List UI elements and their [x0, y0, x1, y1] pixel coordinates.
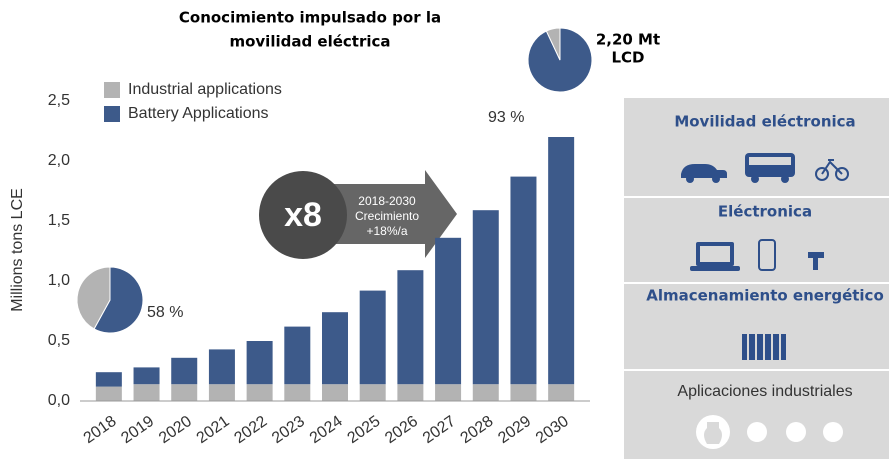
legend-label: Battery Applications [128, 105, 269, 122]
side-panel [624, 98, 889, 459]
x-tick-label: 2027 [420, 413, 459, 447]
bar-segment [359, 384, 386, 401]
panel-heading: Movilidad eléctronica [674, 113, 855, 131]
bar-segment [435, 384, 462, 401]
bar-segment [548, 384, 575, 401]
pie-slice [93, 266, 144, 334]
x-tick-label: 2030 [533, 413, 572, 447]
panel-heading: Aplicaciones industriales [677, 383, 852, 400]
y-tick-label: 1,0 [48, 272, 70, 289]
bar-segment [133, 367, 160, 385]
x-tick-label: 2024 [307, 413, 346, 447]
bar-segment [472, 384, 499, 401]
bar-segment [95, 386, 122, 401]
x-tick-label: 2026 [382, 413, 421, 447]
pie-slice [545, 27, 561, 61]
bar-segment [322, 384, 348, 401]
x-tick-label: 2025 [344, 413, 383, 447]
bar-segment [208, 384, 235, 401]
growth-arrow [330, 170, 457, 258]
bar-segment [397, 384, 424, 401]
x-tick-label: 2018 [81, 413, 120, 447]
y-tick-label: 0,5 [48, 332, 70, 349]
total-note: 2,20 Mt [596, 31, 660, 49]
pie-label: 93 % [488, 109, 524, 126]
growth-text: 2018-2030 [358, 194, 416, 208]
x-tick-label: 2021 [194, 413, 233, 447]
legend-swatch [104, 82, 120, 98]
bar-segment [246, 341, 273, 385]
x-tick-label: 2023 [269, 413, 308, 447]
bar-segment [359, 290, 386, 385]
y-tick-label: 2,0 [48, 152, 70, 169]
bar-segment [435, 237, 462, 385]
legend-swatch [104, 106, 120, 122]
growth-text: +18%/a [366, 224, 407, 238]
growth-text: Crecimiento [355, 209, 419, 223]
legend-label: Industrial applications [128, 81, 282, 98]
bar-segment [208, 349, 235, 385]
x-tick-label: 2020 [156, 413, 195, 447]
y-tick-label: 2,5 [48, 92, 70, 109]
bar-segment [95, 372, 122, 387]
industrial-icons [696, 415, 843, 449]
bar-segment [171, 384, 198, 401]
panel-heading: Almacenamiento energético [646, 287, 884, 305]
bar-segment [510, 176, 537, 385]
y-axis-title: Millions tons LCE [9, 188, 26, 312]
growth-factor: x8 [284, 196, 322, 234]
bar-segment [322, 312, 348, 385]
y-tick-label: 1,5 [48, 212, 70, 229]
bar-segment [284, 384, 311, 401]
bar-segment [133, 384, 160, 401]
bar-segment [246, 384, 273, 401]
bar-segment [472, 210, 499, 385]
total-note: LCD [611, 49, 644, 67]
chart-title: Conocimiento impulsado por la [179, 9, 441, 27]
x-tick-label: 2029 [495, 413, 534, 447]
bar-segment [397, 270, 424, 385]
pie-slice [76, 266, 111, 330]
bar-segment [284, 326, 311, 385]
bar-segment [510, 384, 537, 401]
bar-segment [548, 137, 575, 385]
chart-title: movilidad eléctrica [229, 33, 390, 51]
y-tick-label: 0,0 [48, 392, 70, 409]
pie-label: 58 % [147, 304, 183, 321]
panel-heading: Eléctronica [718, 203, 812, 221]
x-tick-label: 2019 [118, 413, 157, 447]
x-tick-label: 2028 [458, 413, 497, 447]
x-tick-label: 2022 [231, 413, 270, 447]
growth-circle [259, 171, 347, 259]
icons [681, 153, 849, 360]
bar-segment [171, 357, 198, 385]
